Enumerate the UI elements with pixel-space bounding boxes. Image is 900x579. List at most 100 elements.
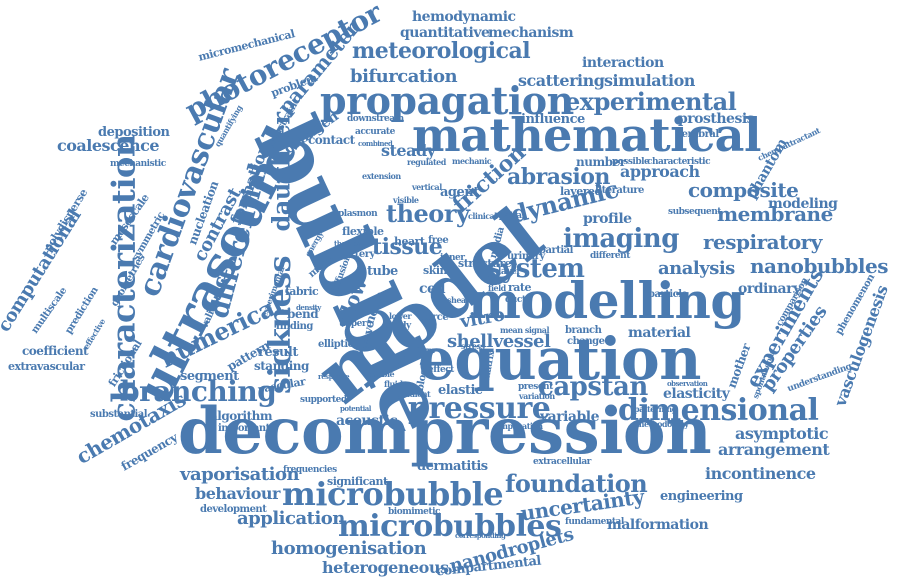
word-microbubbles: microbubbles	[338, 509, 562, 544]
word-interaction: interaction	[582, 55, 664, 71]
word-extension: extension	[362, 171, 401, 181]
word-abrasion: abrasion	[507, 164, 610, 190]
word-heart: heart	[394, 235, 425, 248]
word-capstan: capstan	[538, 372, 648, 402]
word-theory: theory	[386, 199, 470, 228]
word-membrane: membrane	[717, 202, 833, 226]
word-potential: potential	[340, 404, 371, 413]
word-extravascular: extravascular	[8, 360, 85, 373]
word-patterning: patterning	[634, 404, 677, 414]
word-inner: inner	[440, 253, 465, 263]
word-variable: variable	[540, 409, 600, 425]
word-stress: stress	[461, 341, 485, 351]
word-scattering: scattering	[518, 71, 605, 90]
word-result: result	[258, 345, 298, 360]
word-quantitative: quantitative	[400, 25, 490, 41]
word-shear: shear	[447, 295, 470, 305]
word-number: number	[576, 155, 626, 169]
word-fundamental: fundamental	[565, 517, 624, 527]
word-nanobubbles: nanobubbles	[750, 254, 888, 278]
word-methodology: methodology	[636, 419, 689, 429]
word-possible: possible	[612, 157, 650, 167]
word-foundation: foundation	[505, 469, 648, 498]
word-accurate: accurate	[355, 127, 395, 137]
word-literature: literature	[595, 185, 644, 196]
word-corresponding: corresponding	[455, 531, 506, 540]
word-fabric: fabric	[285, 285, 319, 298]
word-force: force	[422, 312, 449, 323]
word-microbubble: microbubble	[282, 475, 504, 513]
word-rate: rate	[508, 281, 532, 294]
word-branch: branch	[565, 325, 602, 336]
word-plasmon: plasmon	[338, 209, 378, 219]
word-particle: particle	[648, 289, 688, 300]
word-incontinence: incontinence	[705, 464, 816, 483]
word-supported: supported	[300, 395, 347, 405]
word-agent: agent	[440, 185, 479, 200]
word-duct: duct	[505, 295, 526, 305]
word-imaging: imaging	[563, 224, 679, 254]
word-different: different	[590, 251, 630, 261]
word-clinical: clinical	[468, 211, 497, 221]
word-extracellular: extracellular	[533, 457, 591, 467]
word-simulation: simulation	[604, 71, 695, 90]
word-hemodynamic: hemodynamic	[412, 9, 516, 25]
word-deposition: deposition	[98, 125, 170, 140]
word-arrangement: arrangement	[718, 440, 830, 459]
word-respiratory: respiratory	[703, 230, 822, 254]
word-observation: observation	[667, 379, 708, 388]
word-asymptotic: asymptotic	[735, 424, 829, 443]
word-subsequent: subsequent	[668, 207, 721, 217]
word-finding: finding	[276, 321, 313, 332]
word-upper: upper	[339, 319, 367, 329]
word-partial: partial	[539, 245, 573, 256]
word-equation: equation	[418, 325, 701, 393]
word-study: study	[386, 321, 411, 331]
word-important: important	[218, 423, 270, 434]
word-branching: branching	[120, 375, 277, 408]
word-bend: bend	[287, 307, 319, 321]
word-implication: implication	[497, 421, 543, 431]
word-fluid: fluid	[384, 379, 403, 389]
word-field: field	[488, 283, 506, 293]
word-layered: layered	[560, 185, 602, 198]
word-lower: lower	[389, 311, 412, 321]
word-characteristic: characteristic	[647, 157, 711, 167]
word-mean-signal: mean signal	[500, 325, 550, 335]
word-decompression: decompression	[178, 394, 712, 469]
word-elastic: elastic	[438, 383, 483, 398]
word-modelling: modelling	[468, 271, 745, 330]
word-skin: skin	[423, 264, 448, 277]
word-cerebral: cerebral	[676, 129, 719, 140]
word-pressure: pressure	[408, 391, 551, 426]
word-propagation: propagation	[320, 78, 574, 123]
word-contact: contact	[308, 133, 355, 147]
word-elliptic: elliptic	[318, 339, 354, 350]
word-profile: profile	[583, 211, 632, 227]
word-development: development	[200, 504, 267, 515]
word-steady: steady	[381, 141, 436, 160]
word-mechanism: mechanism	[488, 25, 574, 41]
word-modeling: modeling	[768, 196, 838, 212]
word-downstream: downstream	[347, 114, 404, 124]
word-system: system	[487, 254, 585, 284]
word-chemoattractant: chemoattractant	[756, 125, 822, 163]
word-application: application	[237, 508, 345, 529]
word-change: change	[567, 336, 605, 347]
word-substantial: substantial	[90, 409, 148, 420]
word-spatial: spatial	[494, 211, 525, 221]
word-density: density	[296, 303, 321, 312]
word-dermatitis: dermatitis	[417, 459, 488, 474]
word-tissue: tissue	[372, 234, 443, 260]
word-stable: stable	[370, 369, 395, 379]
word-variation: variation	[519, 391, 555, 401]
word-effect: effect	[428, 365, 454, 375]
word-regulated: regulated	[407, 157, 446, 167]
word-layer: layer	[498, 267, 521, 277]
word-effective: effective	[80, 316, 108, 352]
word-form: form	[415, 345, 435, 355]
word-prosthesis: prosthesis	[678, 111, 755, 127]
word-acoustic: acoustic	[336, 413, 398, 429]
word-free: free	[428, 235, 449, 246]
